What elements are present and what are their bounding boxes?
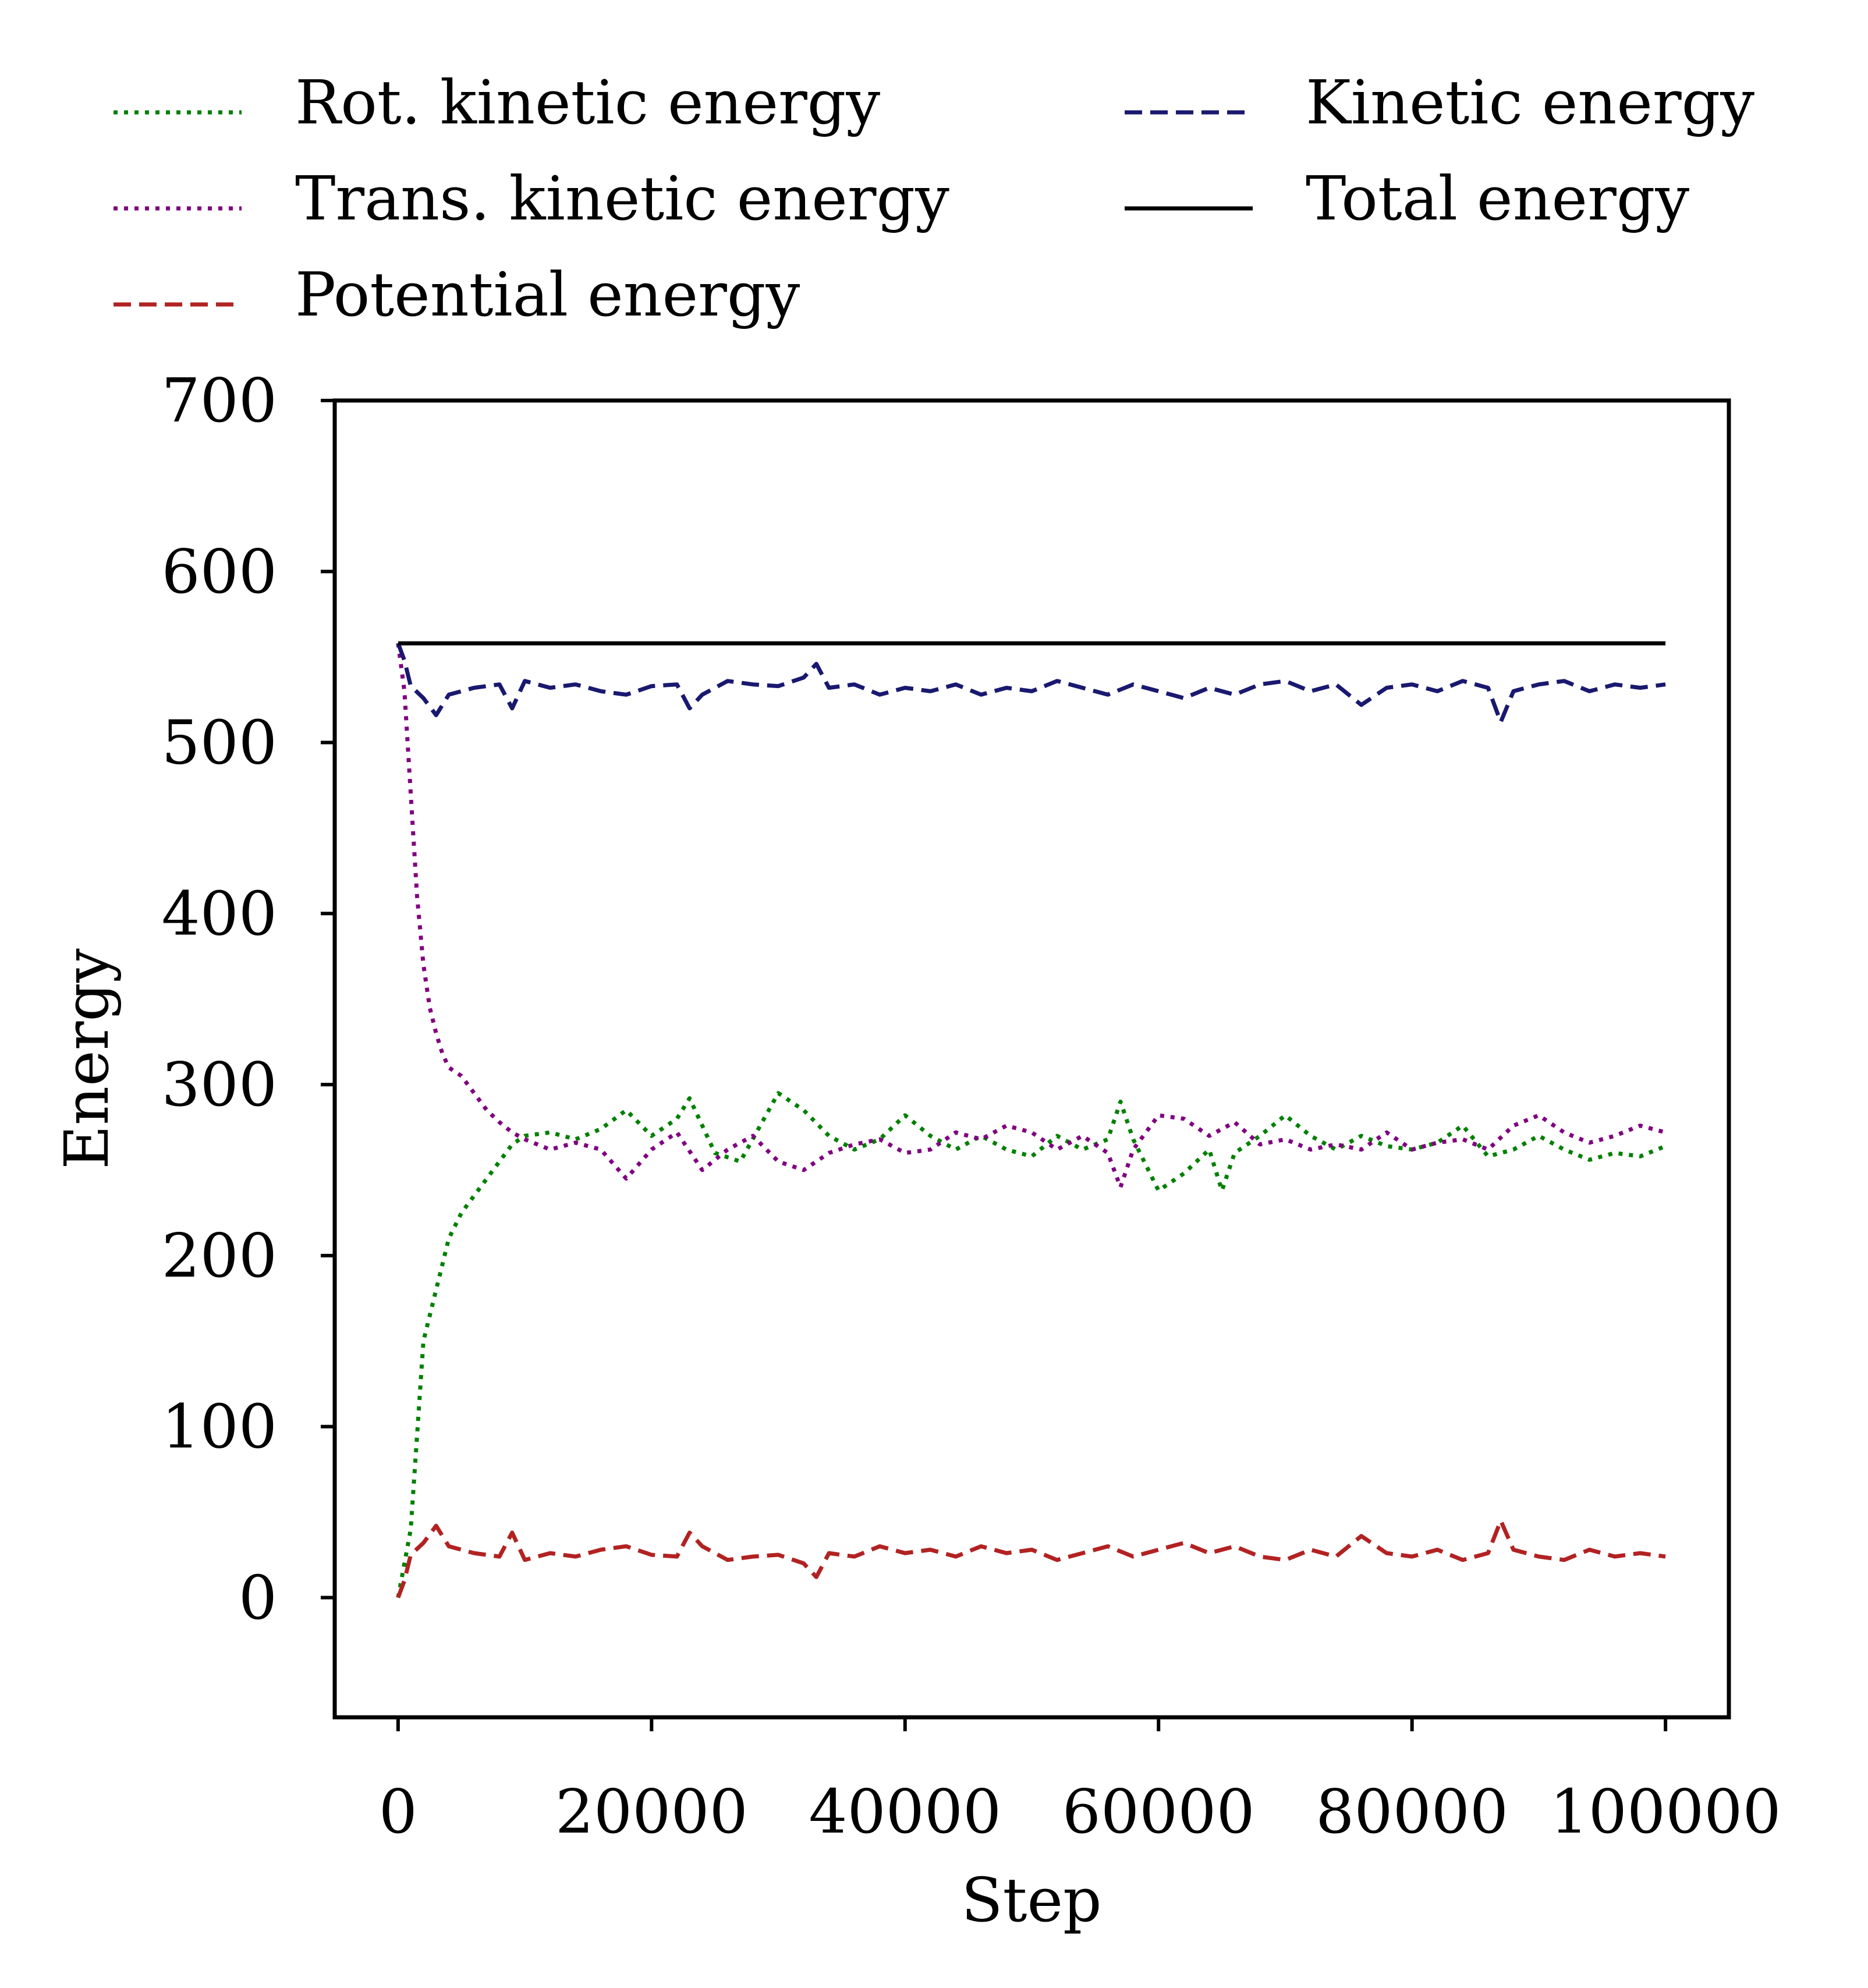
legend: Rot. kinetic energy Trans. kinetic energ…: [114, 67, 1754, 330]
legend-label: Rot. kinetic energy: [295, 67, 880, 138]
x-tick-label: 100000: [1550, 1776, 1781, 1847]
legend-label: Kinetic energy: [1306, 67, 1754, 138]
x-tick-label: 40000: [809, 1776, 1001, 1847]
plot-frame: [332, 398, 1731, 1720]
legend-label: Potential energy: [295, 259, 800, 330]
legend-entry: Potential energy: [114, 259, 800, 330]
legend-entry: Rot. kinetic energy: [114, 67, 880, 138]
x-axis-label: Step: [961, 1865, 1101, 1936]
legend-entry: Total energy: [1125, 163, 1689, 234]
x-tick-label: 0: [379, 1776, 417, 1847]
tick-layer: 0 20000 40000 60000 80000 100000 0 100 200 300 400…: [161, 365, 1781, 1847]
y-tick-label: 500: [161, 707, 277, 778]
legend-entry: Trans. kinetic energy: [114, 163, 949, 234]
y-tick-label: 600: [161, 536, 277, 607]
y-tick-label: 400: [161, 878, 277, 949]
y-tick-label: 300: [161, 1049, 277, 1120]
legend-entry: Kinetic energy: [1125, 67, 1754, 138]
y-tick-label: 0: [239, 1562, 277, 1633]
legend-label: Total energy: [1306, 163, 1689, 234]
series-line-trans-kinetic-energy: [396, 643, 1667, 1189]
y-axis-label: Energy: [51, 948, 122, 1170]
y-tick-label: 100: [161, 1391, 277, 1462]
y-tick-label: 200: [161, 1220, 277, 1291]
y-tick-label: 700: [161, 365, 277, 436]
legend-label: Trans. kinetic energy: [295, 163, 949, 234]
series-line-rot-kinetic-energy: [396, 1091, 1667, 1599]
x-tick-label: 60000: [1062, 1776, 1255, 1847]
x-tick-label: 20000: [555, 1776, 748, 1847]
x-tick-label: 80000: [1316, 1776, 1508, 1847]
series-layer: [396, 641, 1667, 1599]
